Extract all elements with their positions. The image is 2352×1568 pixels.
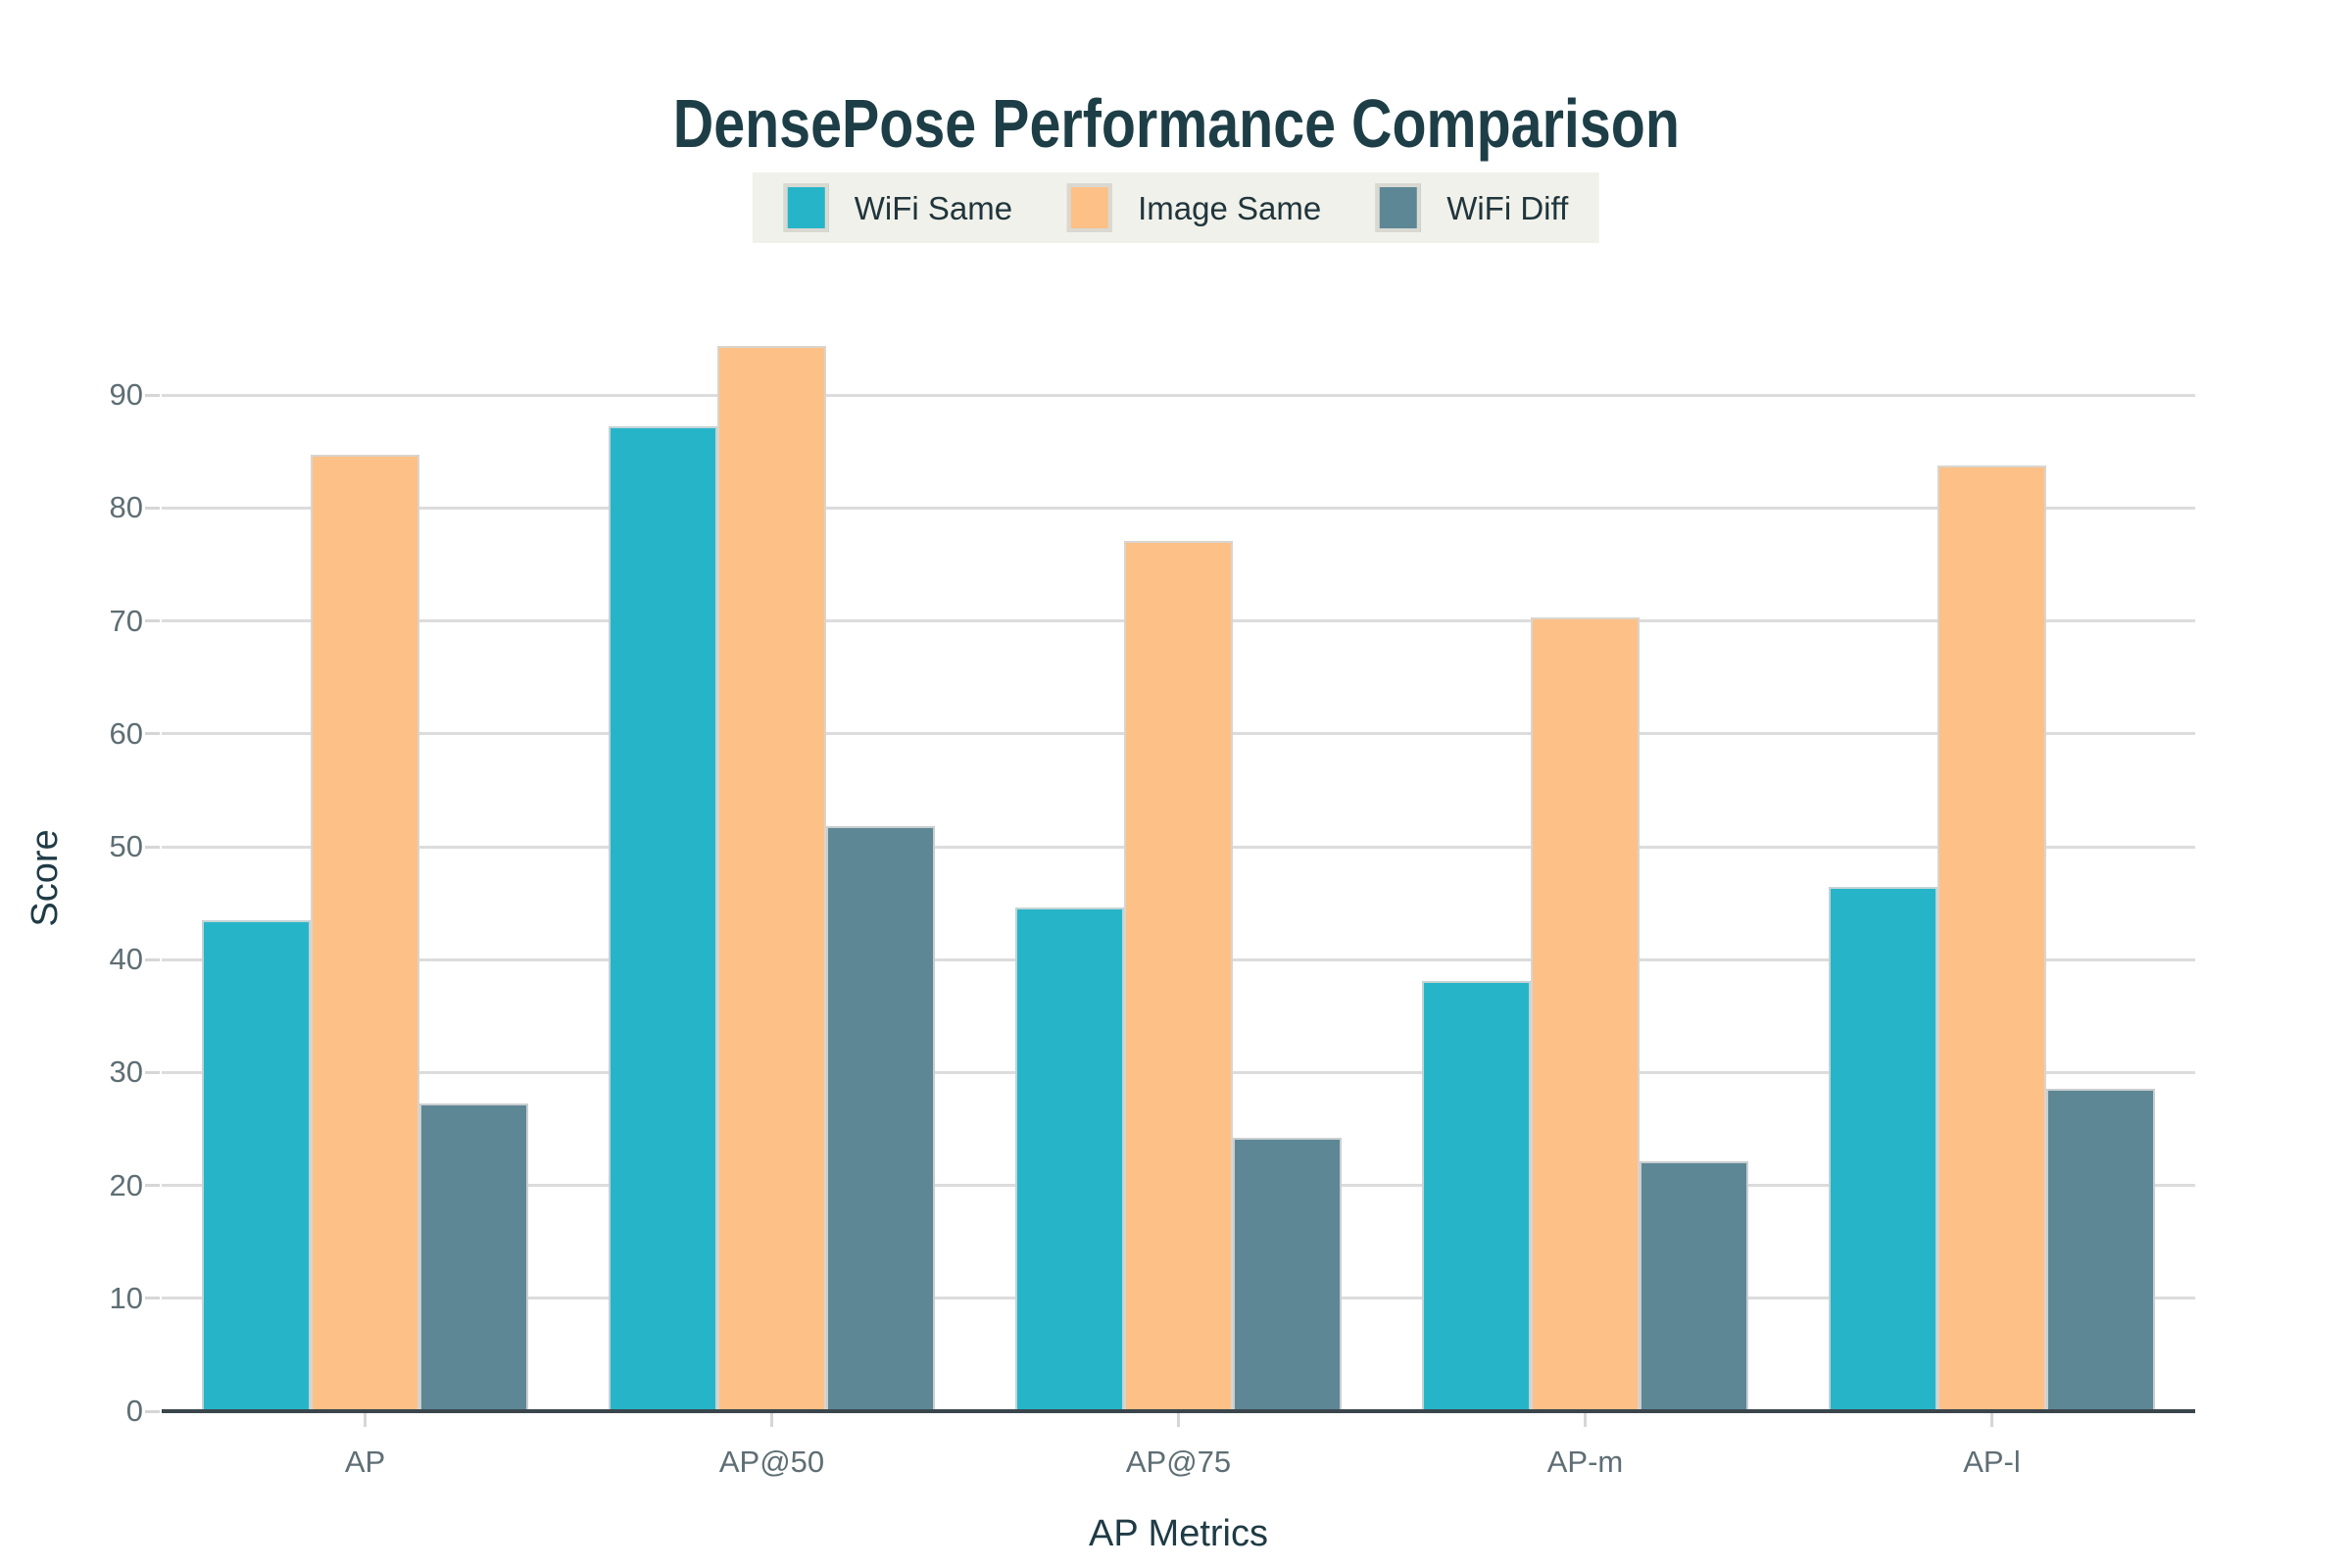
y-tick-40 — [145, 957, 160, 961]
bar-wifi-same-ap-75 — [1015, 907, 1125, 1411]
x-tick-label-ap-50: AP@50 — [718, 1445, 825, 1479]
y-tick-90 — [145, 393, 160, 397]
bar-wifi-diff-ap-m — [1639, 1161, 1748, 1411]
x-tick-ap-m — [1584, 1413, 1587, 1427]
bar-image-same-ap — [311, 455, 419, 1411]
y-tick-70 — [145, 619, 160, 623]
y-tick-0 — [145, 1409, 160, 1413]
x-axis-title: AP Metrics — [1088, 1513, 1268, 1554]
gridline-90 — [162, 393, 2195, 397]
gridline-80 — [162, 506, 2195, 510]
x-tick-ap — [364, 1413, 367, 1427]
y-tick-10 — [145, 1297, 160, 1300]
x-tick-label-ap-75: AP@75 — [1125, 1445, 1232, 1479]
chart-title-text: DensePose Performance Comparison — [672, 85, 1680, 162]
legend-label-wifi-diff: WiFi Diff — [1446, 189, 1569, 226]
legend-swatch-image-same-icon — [1067, 183, 1113, 232]
y-tick-label-10: 10 — [109, 1280, 143, 1315]
bar-wifi-same-ap-50 — [609, 426, 718, 1411]
chart-title: DensePose Performance Comparison — [0, 86, 2352, 162]
x-axis-line — [162, 1409, 2195, 1413]
y-axis-title: Score — [24, 829, 66, 927]
y-tick-80 — [145, 506, 160, 510]
y-tick-label-20: 20 — [109, 1167, 143, 1202]
x-tick-ap-l — [1990, 1413, 1993, 1427]
legend-item-image-same[interactable]: Image Same — [1067, 183, 1321, 232]
bar-wifi-same-ap-m — [1422, 981, 1532, 1411]
legend-swatch-wifi-same-icon — [783, 183, 829, 232]
y-tick-label-90: 90 — [109, 377, 143, 413]
bar-image-same-ap-50 — [717, 345, 826, 1411]
y-tick-label-50: 50 — [109, 829, 143, 863]
y-tick-label-70: 70 — [109, 603, 143, 638]
bar-wifi-diff-ap-l — [2045, 1088, 2155, 1411]
x-tick-label-ap: AP — [344, 1445, 386, 1479]
x-tick-label-ap-l: AP-l — [1963, 1445, 2021, 1479]
x-tick-ap-75 — [1177, 1413, 1180, 1427]
y-tick-20 — [145, 1184, 160, 1188]
bar-image-same-ap-l — [1937, 465, 2046, 1411]
bar-image-same-ap-m — [1531, 617, 1640, 1411]
y-tick-label-0: 0 — [125, 1394, 143, 1428]
legend-label-image-same: Image Same — [1138, 189, 1322, 226]
bar-wifi-diff-ap — [418, 1102, 528, 1411]
bar-image-same-ap-75 — [1124, 540, 1233, 1411]
y-tick-label-30: 30 — [109, 1054, 143, 1090]
legend-item-wifi-diff[interactable]: WiFi Diff — [1376, 183, 1568, 232]
x-tick-label-ap-m: AP-m — [1546, 1445, 1624, 1479]
y-tick-50 — [145, 845, 160, 849]
legend-item-wifi-same[interactable]: WiFi Same — [783, 183, 1013, 232]
y-tick-label-40: 40 — [109, 942, 143, 977]
bar-wifi-same-ap-l — [1829, 887, 1938, 1411]
legend-label-wifi-same: WiFi Same — [854, 189, 1013, 226]
x-tick-ap-50 — [770, 1413, 773, 1427]
bar-wifi-same-ap — [202, 919, 312, 1411]
bar-wifi-diff-ap-50 — [825, 826, 935, 1411]
legend: WiFi Same Image Same WiFi Diff — [752, 172, 1600, 243]
y-tick-60 — [145, 732, 160, 736]
y-tick-label-60: 60 — [109, 715, 143, 751]
y-tick-label-80: 80 — [109, 490, 143, 525]
bar-wifi-diff-ap-75 — [1232, 1138, 1342, 1411]
y-tick-30 — [145, 1070, 160, 1074]
legend-swatch-wifi-diff-icon — [1376, 183, 1422, 232]
